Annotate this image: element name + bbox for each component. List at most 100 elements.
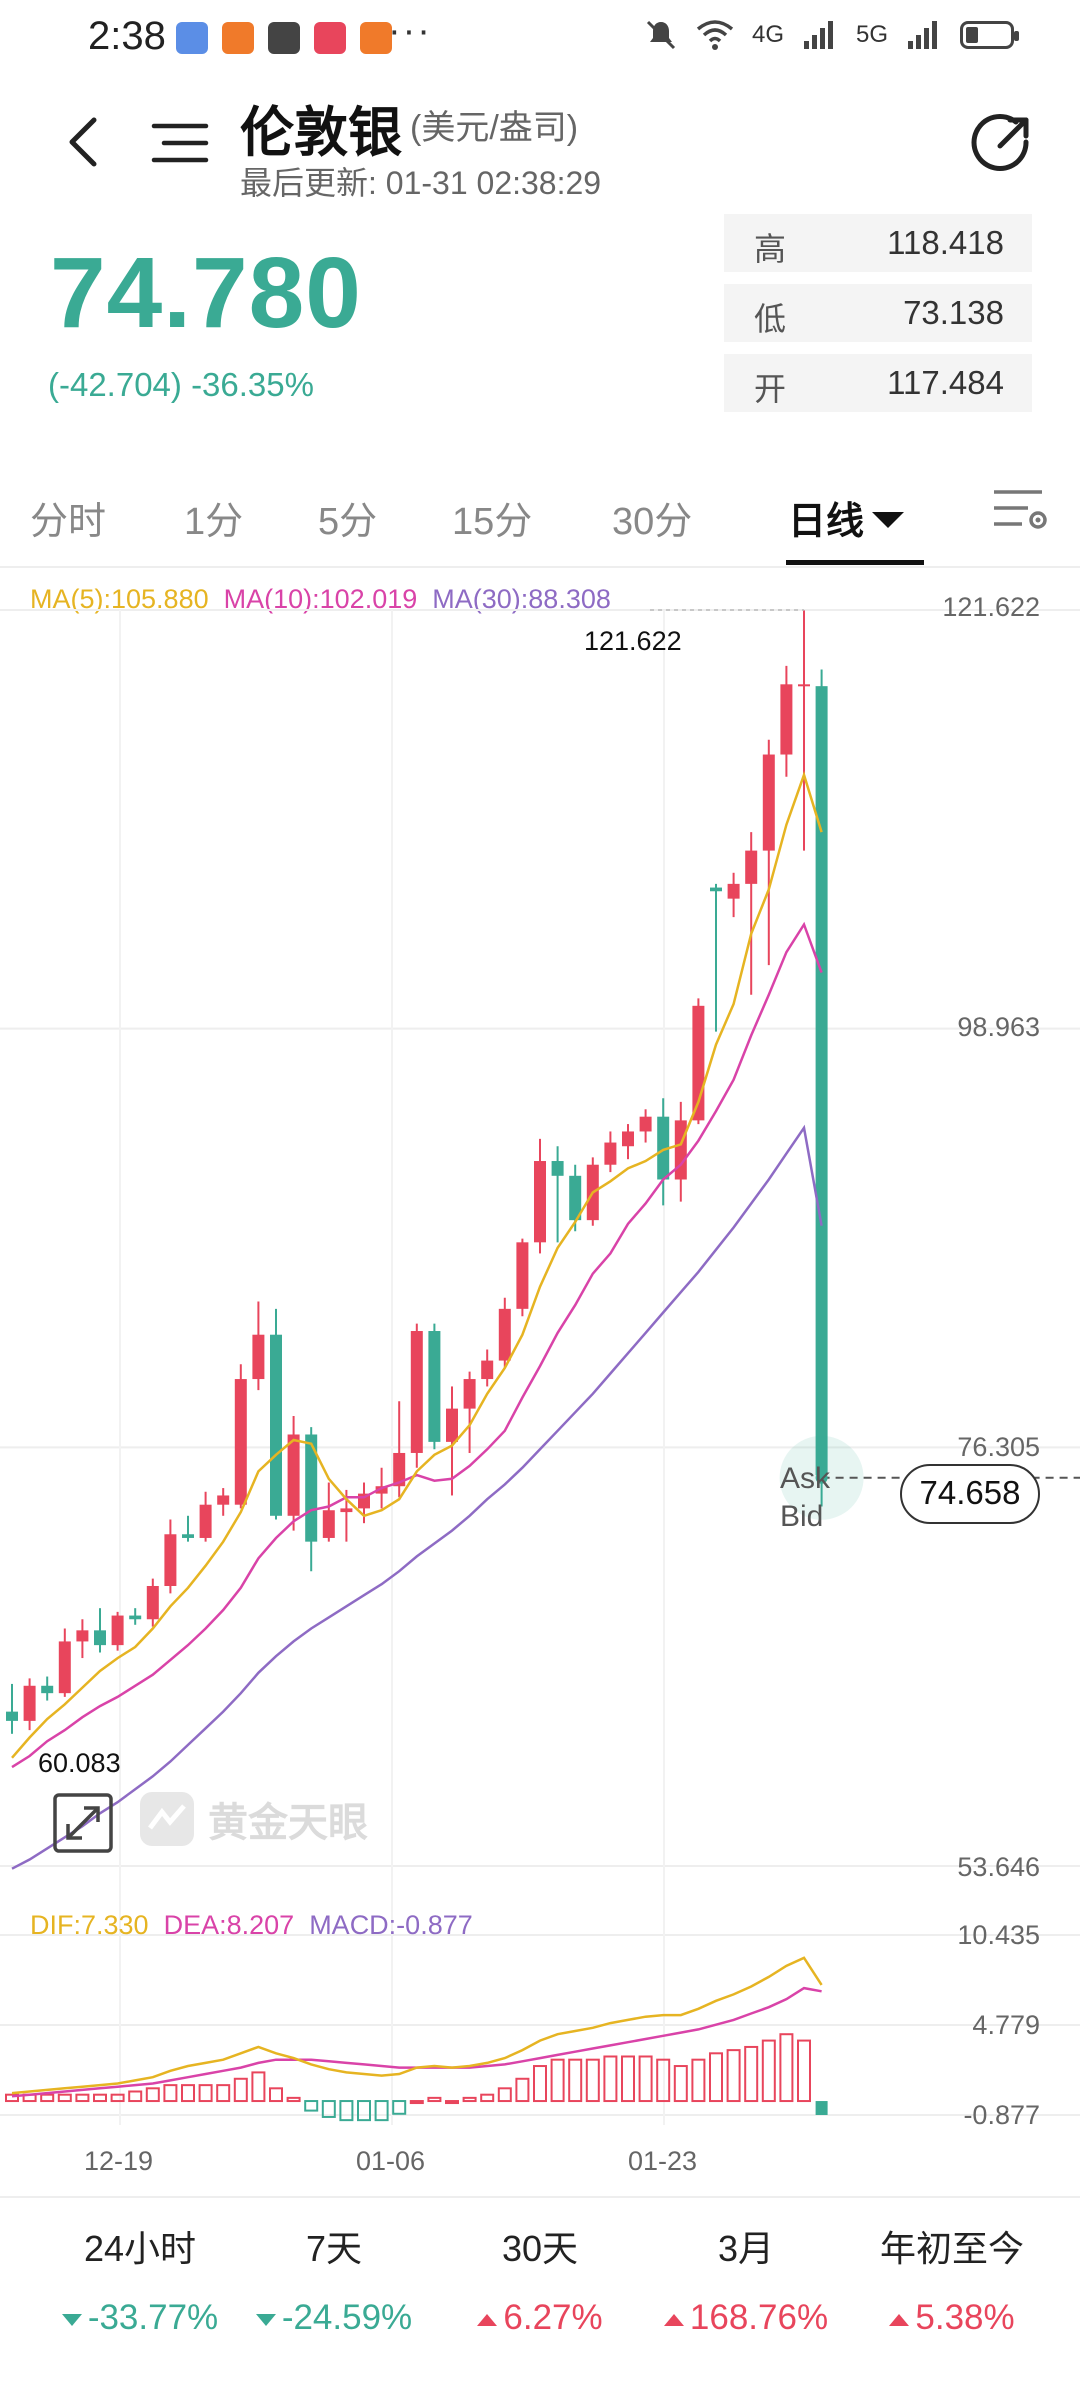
up-triangle-icon bbox=[889, 2313, 910, 2326]
chart-settings-icon[interactable] bbox=[992, 486, 1050, 534]
macd-bar bbox=[656, 2058, 671, 2103]
stat-value-text: 5.38% bbox=[915, 2298, 1015, 2337]
macd-bar bbox=[480, 2093, 495, 2103]
candle bbox=[710, 887, 722, 892]
macd-bar bbox=[550, 2058, 565, 2103]
candle bbox=[270, 1334, 282, 1516]
candle bbox=[217, 1495, 230, 1505]
macd-bar bbox=[409, 2100, 424, 2105]
ma10-line bbox=[11, 921, 823, 1769]
low-label: 低 bbox=[754, 301, 787, 337]
macd-bar bbox=[40, 2093, 55, 2103]
candle bbox=[94, 1630, 106, 1646]
up-triangle-icon bbox=[477, 2313, 498, 2326]
system-icons: 4G 5G bbox=[644, 18, 1019, 52]
tab-intraday[interactable]: 分时 bbox=[30, 501, 107, 543]
macd-bar bbox=[181, 2084, 195, 2103]
date-axis-label: 01-23 bbox=[628, 2146, 698, 2176]
stat-label: 3月 bbox=[717, 2228, 775, 2269]
tab-daily[interactable]: 日线 bbox=[788, 490, 905, 545]
stat-3m: 3月 168.76% bbox=[646, 2220, 846, 2338]
tab-30min[interactable]: 30分 bbox=[612, 501, 693, 543]
candle bbox=[111, 1615, 124, 1646]
macd-bar bbox=[427, 2096, 442, 2103]
paper-plane-icon bbox=[268, 22, 300, 54]
active-tab-indicator bbox=[786, 560, 924, 565]
macd-bar bbox=[251, 2071, 266, 2103]
stat-label: 24小时 bbox=[83, 2228, 197, 2269]
macd-bar bbox=[726, 2049, 741, 2103]
stat-value-text: -24.59% bbox=[281, 2298, 413, 2337]
stat-value-text: -33.77% bbox=[87, 2298, 219, 2337]
candle bbox=[569, 1175, 582, 1221]
date-axis-label: 12-19 bbox=[84, 2146, 154, 2176]
macd-bar bbox=[603, 2055, 618, 2103]
macd-bar bbox=[304, 2100, 319, 2112]
tab-1min[interactable]: 1分 bbox=[184, 501, 244, 543]
more-notifications-icon: ··· bbox=[388, 10, 432, 52]
expand-icon[interactable] bbox=[52, 1792, 114, 1854]
macd-bar bbox=[321, 2100, 336, 2118]
candle bbox=[604, 1142, 617, 1165]
macd-bar bbox=[392, 2100, 407, 2115]
watermark-icon bbox=[140, 1792, 194, 1846]
macd-bar bbox=[216, 2084, 231, 2103]
macd-bar bbox=[75, 2093, 90, 2103]
candle bbox=[146, 1585, 159, 1620]
macd-bar bbox=[462, 2096, 477, 2103]
macd-bar bbox=[5, 2093, 19, 2103]
price-change: (-42.704) -36.35% bbox=[48, 366, 314, 403]
candle bbox=[745, 850, 758, 884]
candle bbox=[76, 1630, 89, 1642]
orange-app-icon bbox=[360, 22, 392, 54]
current-price-tag: 74.658 bbox=[900, 1464, 1040, 1524]
macd-bar bbox=[110, 2093, 125, 2103]
ma30-line bbox=[11, 1124, 823, 1870]
high-value: 118.418 bbox=[887, 224, 1004, 261]
macd-bar bbox=[533, 2065, 547, 2103]
back-arrow-icon[interactable] bbox=[56, 112, 116, 172]
candle bbox=[446, 1408, 458, 1442]
menu-icon[interactable] bbox=[150, 118, 210, 168]
candle bbox=[58, 1641, 71, 1694]
macd-legend: DIF:7.330 DEA:8.207 MACD:-0.877 bbox=[30, 1910, 473, 1941]
low-row: 低 73.138 bbox=[724, 284, 1032, 342]
tab-15min[interactable]: 15分 bbox=[452, 501, 533, 543]
stat-value: -24.59% bbox=[234, 2298, 434, 2338]
price-axis-label: 76.305 bbox=[957, 1432, 1040, 1462]
stat-7d: 7天 -24.59% bbox=[234, 2220, 434, 2338]
mute-icon bbox=[646, 20, 676, 50]
ma5-line bbox=[11, 770, 823, 1759]
macd-bar bbox=[497, 2087, 512, 2103]
dif-line bbox=[11, 1956, 823, 2095]
macd-bar bbox=[145, 2087, 160, 2103]
tabs-divider bbox=[0, 566, 1080, 568]
status-time: 2:38 bbox=[88, 14, 166, 58]
share-icon[interactable] bbox=[970, 112, 1034, 176]
stat-value: 6.27% bbox=[440, 2298, 640, 2338]
performance-stats: 24小时 -33.77% 7天 -24.59% 30天 6.27% 3月 168… bbox=[0, 2200, 1080, 2340]
candle bbox=[463, 1379, 476, 1409]
stat-value-text: 168.76% bbox=[689, 2298, 829, 2337]
open-label: 开 bbox=[754, 371, 787, 407]
stat-label: 7天 bbox=[305, 2228, 363, 2269]
page-title: 伦敦银 bbox=[240, 103, 402, 163]
candle bbox=[481, 1360, 494, 1380]
notification-icons bbox=[176, 22, 392, 54]
macd-bar bbox=[269, 2087, 283, 2103]
low-marker-label: 60.083 bbox=[38, 1748, 121, 1778]
candle bbox=[798, 684, 810, 687]
macd-axis-label: -0.877 bbox=[963, 2100, 1040, 2130]
network-4g-label: 4G bbox=[751, 21, 784, 48]
macd-bar bbox=[691, 2058, 706, 2103]
macd-bar bbox=[357, 2100, 371, 2122]
price-axis-label: 98.963 bbox=[957, 1012, 1040, 1042]
macd-bar bbox=[673, 2065, 688, 2103]
stat-24h: 24小时 -33.77% bbox=[40, 2220, 240, 2338]
macd-bar bbox=[57, 2093, 72, 2103]
tab-5min[interactable]: 5分 bbox=[318, 501, 378, 543]
unit-label: (美元/盎司) bbox=[410, 109, 579, 147]
candle bbox=[498, 1308, 511, 1361]
kline-chart[interactable] bbox=[0, 568, 1080, 2188]
macd-value-legend: MACD:-0.877 bbox=[309, 1910, 473, 1940]
